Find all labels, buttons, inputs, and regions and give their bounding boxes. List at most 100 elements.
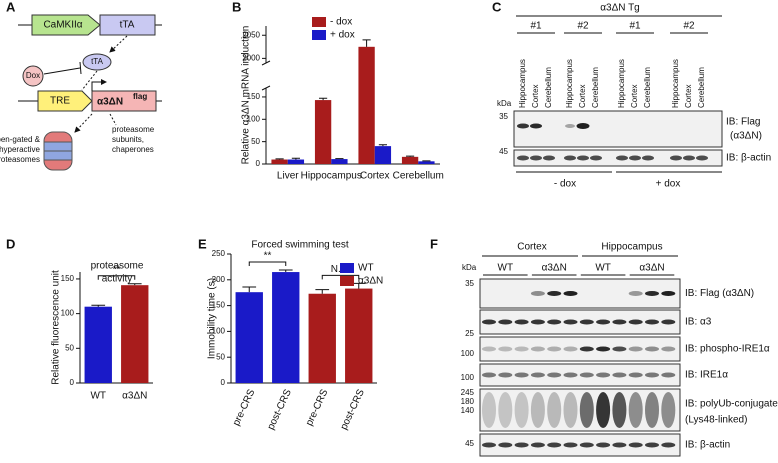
blot-band: [482, 372, 496, 378]
blot-band: [530, 123, 542, 129]
line-label: #2: [577, 21, 589, 32]
y-tick-label: 100: [247, 114, 261, 123]
blot-band: [530, 346, 545, 352]
arrow: [109, 35, 128, 53]
blot-band: [514, 372, 529, 378]
bar: [308, 293, 336, 383]
blot-band: [683, 155, 695, 161]
tissue-label: Hippocampus: [601, 242, 662, 253]
blot-band: [498, 319, 513, 325]
panel-label: B: [232, 0, 241, 14]
chart-title: activity: [102, 274, 133, 285]
blot-band: [661, 291, 676, 296]
probe-label: IB: β-actin: [685, 440, 730, 451]
lane-label: Cortex: [684, 84, 693, 108]
blot-band: [530, 155, 542, 161]
blot-band: [563, 372, 578, 378]
bar: [418, 161, 435, 164]
blot-band: [482, 442, 496, 448]
blot-band: [628, 442, 643, 448]
diagram-a: [18, 14, 162, 171]
panel-label: A: [6, 0, 16, 14]
blot-band: [579, 346, 594, 352]
x-tick-label: Hippocampus: [301, 171, 362, 182]
blot-band: [563, 319, 578, 325]
blot-band: [498, 346, 513, 352]
kda-label: kDa: [497, 99, 512, 108]
proteasome-label: open-gated &: [0, 135, 41, 144]
error-bar: [319, 97, 328, 101]
probe-label: IB: phospho-IRE1α: [685, 344, 770, 355]
products-label: proteasome: [112, 125, 155, 134]
error-bar: [291, 157, 300, 160]
y-tick-label: 150: [61, 274, 75, 283]
error-bar: [406, 155, 415, 157]
genotype-label: WT: [595, 263, 611, 274]
y-tick-label: 250: [212, 249, 226, 258]
axis-break: [261, 85, 271, 91]
products-label: subunits,: [112, 135, 144, 144]
blot-band: [590, 155, 602, 161]
lane-label: Cortex: [531, 84, 540, 108]
marker: 140: [461, 406, 475, 415]
marker: 245: [461, 388, 475, 397]
arrow: [81, 70, 98, 91]
y-tick-label: 100: [212, 327, 226, 336]
proteasome-icon: [43, 131, 73, 171]
error-bar: [315, 289, 330, 294]
legend-swatch: [340, 276, 354, 286]
blot-band: [530, 291, 545, 296]
blot-band: [530, 372, 545, 378]
blot-band: [579, 392, 594, 428]
tta-gene-label: tTA: [120, 20, 135, 31]
bar: [345, 288, 373, 383]
significance-label: **: [113, 264, 121, 275]
significance-bracket: [321, 274, 360, 280]
blot-band: [565, 124, 575, 128]
x-tick-label: WT: [90, 391, 106, 402]
blot-band: [547, 372, 562, 378]
kda-label: kDa: [462, 263, 477, 272]
probe-label: (α3ΔN): [730, 131, 762, 142]
marker: 100: [461, 349, 475, 358]
blot-band: [612, 372, 627, 378]
y-tick-label: 0: [221, 378, 226, 387]
y-axis-label: Immobility time (s): [207, 278, 218, 359]
lane-label: Cerebellum: [643, 67, 652, 108]
tissue-label: Cortex: [517, 242, 546, 253]
y-tick-label: 0: [256, 159, 261, 168]
lane-label: Cortex: [630, 84, 639, 108]
y-tick-label: 2000: [242, 53, 260, 62]
blot-band: [514, 392, 529, 428]
blot-band: [596, 392, 611, 428]
blot-band: [628, 291, 643, 296]
transgene-tag: flag: [133, 92, 147, 101]
transgene-box: [91, 90, 157, 112]
marker: 180: [461, 397, 475, 406]
probe-label: IB: IRE1α: [685, 370, 728, 381]
blot-band: [563, 442, 578, 448]
blot-band: [642, 155, 654, 161]
blot-band: [670, 155, 682, 161]
lane-label: Hippocampus: [565, 59, 574, 108]
legend-label: α3ΔN: [358, 276, 383, 287]
blot-band: [612, 346, 627, 352]
lane-label: Hippocampus: [518, 59, 527, 108]
legend-swatch: [312, 30, 326, 40]
blot-band: [517, 155, 529, 161]
blot-band: [645, 319, 659, 325]
marker: 35: [499, 112, 508, 121]
blot-band: [596, 319, 611, 325]
blot-band: [645, 372, 659, 378]
transgene-label: α3ΔN: [97, 97, 123, 108]
blot-band: [645, 392, 659, 428]
inhibition-bar: [79, 61, 82, 75]
bar: [121, 285, 149, 383]
blot-band: [482, 392, 496, 428]
y-tick-label: 150: [212, 301, 226, 310]
lane-label: Hippocampus: [617, 59, 626, 108]
dox-shape: [22, 65, 44, 87]
blot-band: [661, 392, 676, 428]
legend-label: - dox: [330, 17, 352, 28]
